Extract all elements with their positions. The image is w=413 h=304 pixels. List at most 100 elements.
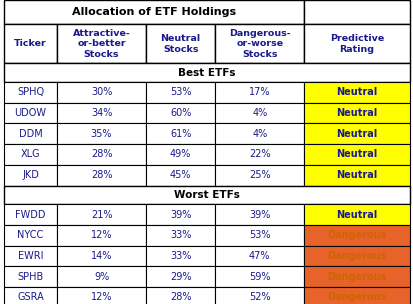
Bar: [4, 123, 57, 144]
Text: 33%: 33%: [169, 230, 191, 240]
Text: 28%: 28%: [90, 150, 112, 160]
Text: 28%: 28%: [90, 170, 112, 180]
Text: Dangerous: Dangerous: [327, 230, 386, 240]
Bar: [57, 246, 146, 266]
Bar: [215, 24, 304, 63]
Text: Neutral: Neutral: [336, 129, 377, 139]
Text: GSRA: GSRA: [17, 292, 44, 302]
Text: 4%: 4%: [252, 129, 267, 139]
Bar: [304, 123, 409, 144]
Bar: [57, 144, 146, 165]
Bar: [304, 82, 409, 103]
Text: Attractive-
or-better
Stocks: Attractive- or-better Stocks: [72, 29, 130, 59]
Text: Allocation of ETF Holdings: Allocation of ETF Holdings: [72, 7, 236, 17]
Text: XLG: XLG: [21, 150, 40, 160]
Bar: [146, 225, 215, 246]
Bar: [215, 144, 304, 165]
Text: 12%: 12%: [90, 230, 112, 240]
Text: EWRI: EWRI: [18, 251, 43, 261]
Bar: [146, 144, 215, 165]
Bar: [304, 0, 409, 24]
Text: 14%: 14%: [90, 251, 112, 261]
Bar: [215, 204, 304, 225]
Text: Predictive
Rating: Predictive Rating: [329, 34, 383, 54]
Bar: [215, 225, 304, 246]
Bar: [146, 165, 215, 185]
Text: 39%: 39%: [169, 209, 191, 219]
Bar: [304, 103, 409, 123]
Text: 22%: 22%: [248, 150, 270, 160]
Text: 12%: 12%: [90, 292, 112, 302]
Bar: [215, 246, 304, 266]
Bar: [146, 266, 215, 287]
Text: 61%: 61%: [169, 129, 191, 139]
Text: SPHQ: SPHQ: [17, 87, 44, 97]
Bar: [304, 225, 409, 246]
Text: 59%: 59%: [248, 272, 270, 282]
Bar: [4, 287, 57, 304]
Text: SPHB: SPHB: [17, 272, 43, 282]
Text: Neutral: Neutral: [336, 108, 377, 118]
Text: 49%: 49%: [169, 150, 191, 160]
Text: Worst ETFs: Worst ETFs: [173, 190, 240, 200]
Text: Ticker: Ticker: [14, 39, 47, 48]
Bar: [146, 204, 215, 225]
Bar: [4, 266, 57, 287]
Text: Best ETFs: Best ETFs: [178, 67, 235, 78]
Bar: [146, 24, 215, 63]
Bar: [146, 246, 215, 266]
Bar: [304, 287, 409, 304]
Text: Dangerous: Dangerous: [327, 292, 386, 302]
Bar: [4, 0, 304, 24]
Text: 60%: 60%: [169, 108, 191, 118]
Bar: [304, 246, 409, 266]
Bar: [4, 185, 409, 204]
Bar: [4, 246, 57, 266]
Bar: [146, 123, 215, 144]
Text: 9%: 9%: [94, 272, 109, 282]
Bar: [4, 225, 57, 246]
Text: NYCC: NYCC: [17, 230, 43, 240]
Text: Neutral: Neutral: [336, 150, 377, 160]
Bar: [57, 123, 146, 144]
Text: Neutral: Neutral: [336, 170, 377, 180]
Bar: [4, 165, 57, 185]
Bar: [146, 82, 215, 103]
Text: Neutral
Stocks: Neutral Stocks: [160, 34, 200, 54]
Text: 17%: 17%: [248, 87, 270, 97]
Text: 28%: 28%: [169, 292, 191, 302]
Text: 29%: 29%: [169, 272, 191, 282]
Bar: [146, 287, 215, 304]
Text: Dangerous-
or-worse
Stocks: Dangerous- or-worse Stocks: [228, 29, 290, 59]
Text: Dangerous: Dangerous: [327, 251, 386, 261]
Text: Dangerous: Dangerous: [327, 272, 386, 282]
Text: 53%: 53%: [248, 230, 270, 240]
Text: 53%: 53%: [169, 87, 191, 97]
Text: Neutral: Neutral: [336, 87, 377, 97]
Text: 4%: 4%: [252, 108, 267, 118]
Text: 33%: 33%: [169, 251, 191, 261]
Bar: [57, 287, 146, 304]
Bar: [4, 82, 57, 103]
Text: 35%: 35%: [90, 129, 112, 139]
Bar: [57, 204, 146, 225]
Bar: [304, 144, 409, 165]
Bar: [215, 123, 304, 144]
Bar: [304, 165, 409, 185]
Bar: [4, 144, 57, 165]
Text: Neutral: Neutral: [336, 209, 377, 219]
Bar: [215, 266, 304, 287]
Bar: [304, 24, 409, 63]
Bar: [4, 63, 409, 82]
Text: DDM: DDM: [19, 129, 42, 139]
Bar: [215, 287, 304, 304]
Text: 30%: 30%: [90, 87, 112, 97]
Bar: [57, 24, 146, 63]
Bar: [4, 103, 57, 123]
Bar: [4, 24, 57, 63]
Text: UDOW: UDOW: [14, 108, 46, 118]
Bar: [57, 165, 146, 185]
Bar: [215, 165, 304, 185]
Bar: [57, 225, 146, 246]
Bar: [215, 82, 304, 103]
